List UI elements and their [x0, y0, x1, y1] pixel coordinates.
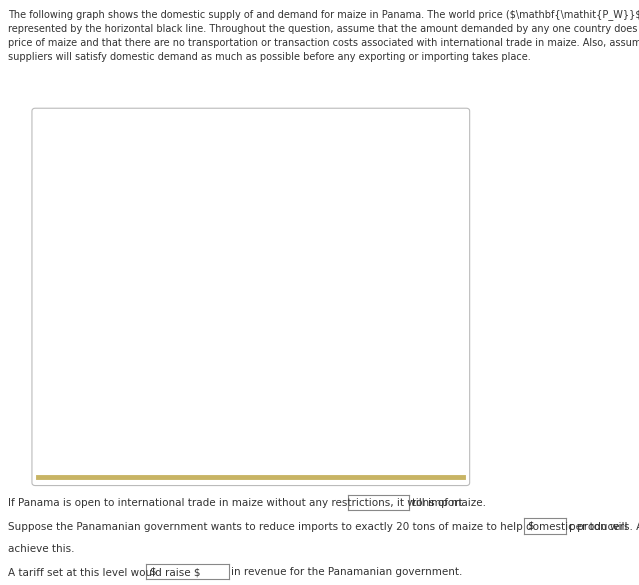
Text: If Panama is open to international trade in maize without any restrictions, it w: If Panama is open to international trade… — [8, 498, 462, 508]
Text: Domestic Demand: Domestic Demand — [80, 133, 173, 143]
Text: tons of maize.: tons of maize. — [412, 498, 486, 508]
Text: $: $ — [527, 521, 534, 531]
X-axis label: QUANTITY (Tons of maize): QUANTITY (Tons of maize) — [173, 462, 307, 472]
Text: The following graph shows the domestic supply of and demand for maize in Panama.: The following graph shows the domestic s… — [8, 9, 639, 61]
Text: $: $ — [149, 566, 156, 577]
Text: Suppose the Panamanian government wants to reduce imports to exactly 20 tons of : Suppose the Panamanian government wants … — [8, 522, 639, 532]
Text: $_W$: $_W$ — [391, 390, 399, 398]
Text: A tariff set at this level would raise $: A tariff set at this level would raise $ — [8, 567, 200, 577]
Text: per ton will: per ton will — [569, 522, 627, 532]
Y-axis label: PRICE (Dollars per ton): PRICE (Dollars per ton) — [35, 224, 45, 343]
Circle shape — [430, 125, 455, 159]
Text: in revenue for the Panamanian government.: in revenue for the Panamanian government… — [231, 567, 463, 577]
Text: ?: ? — [439, 136, 446, 149]
Text: $P$: $P$ — [376, 383, 384, 395]
Text: achieve this.: achieve this. — [8, 544, 74, 554]
Text: Domestic Supply: Domestic Supply — [273, 133, 357, 143]
